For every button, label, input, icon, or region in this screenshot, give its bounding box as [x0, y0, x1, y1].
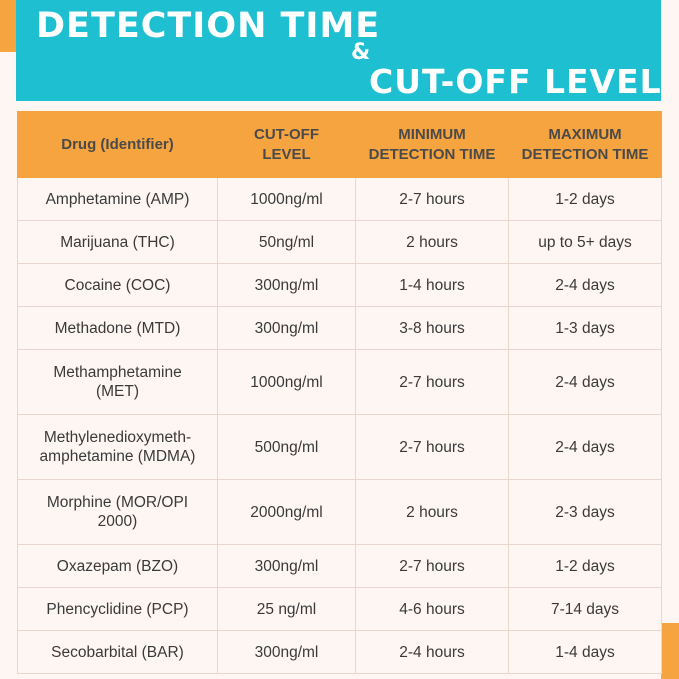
- min-time-cell: 2 hours: [355, 479, 509, 545]
- drug-name-line-2: amphetamine (MDMA): [39, 448, 196, 465]
- table-row: Methylenedioxymeth-amphetamine (MDMA) 50…: [17, 414, 662, 480]
- drug-name-line-1: Methamphetamine: [53, 364, 182, 381]
- cutoff-cell: 25 ng/ml: [217, 587, 356, 631]
- header-min-detection: MINIMUM DETECTION TIME: [355, 111, 509, 178]
- max-time-cell: 2-4 days: [508, 349, 662, 415]
- cutoff-cell: 50ng/ml: [217, 220, 356, 264]
- corner-accent-bottom-right: [661, 623, 679, 679]
- min-time-cell: 2-7 hours: [355, 177, 509, 221]
- drug-name: Phencyclidine (PCP): [46, 600, 189, 618]
- header-min-line-1: MINIMUM: [398, 125, 466, 143]
- header-drug-label: Drug (Identifier): [61, 135, 174, 153]
- drug-cell: Methamphetamine (MET): [17, 349, 218, 415]
- table-row: Amphetamine (AMP) 1000ng/ml 2-7 hours 1-…: [17, 177, 662, 221]
- title-ampersand: &: [351, 40, 371, 65]
- header-cutoff-line-1: CUT-OFF: [254, 125, 319, 143]
- title-banner: DETECTION TIME & CUT-OFF LEVEL: [16, 0, 661, 101]
- min-time-cell: 2-7 hours: [355, 349, 509, 415]
- cutoff-cell: 300ng/ml: [217, 306, 356, 350]
- drug-name-line-1: Morphine (MOR/OPI: [46, 494, 189, 511]
- min-time-cell: 4-6 hours: [355, 587, 509, 631]
- cutoff-cell: 1000ng/ml: [217, 177, 356, 221]
- cutoff-cell: 300ng/ml: [217, 544, 356, 588]
- drug-name-line-2: (MET): [95, 383, 140, 400]
- cutoff-cell: 1000ng/ml: [217, 349, 356, 415]
- corner-accent-top-left: [0, 0, 16, 52]
- drug-cell: Amphetamine (AMP): [17, 177, 218, 221]
- table-row: Secobarbital (BAR) 300ng/ml 2-4 hours 1-…: [17, 630, 662, 674]
- drug-cell: Phencyclidine (PCP): [17, 587, 218, 631]
- table-row: Methadone (MTD) 300ng/ml 3-8 hours 1-3 d…: [17, 306, 662, 350]
- detection-table: Drug (Identifier) CUT-OFF LEVEL MINIMUM DE…: [17, 111, 662, 674]
- header-max-detection: MAXIMUM DETECTION TIME: [508, 111, 662, 178]
- min-time-cell: 2-7 hours: [355, 544, 509, 588]
- drug-name: Cocaine (COC): [64, 276, 171, 294]
- title-line-1: DETECTION TIME: [36, 6, 381, 46]
- table-row: Marijuana (THC) 50ng/ml 2 hours up to 5+…: [17, 220, 662, 264]
- drug-cell: Methylenedioxymeth-amphetamine (MDMA): [17, 414, 218, 480]
- table-row: Morphine (MOR/OPI 2000) 2000ng/ml 2 hours…: [17, 479, 662, 545]
- header-drug: Drug (Identifier): [17, 111, 218, 178]
- drug-name-line-1: Methylenedioxymeth-: [43, 429, 192, 446]
- max-time-cell: 1-3 days: [508, 306, 662, 350]
- table-row: Cocaine (COC) 300ng/ml 1-4 hours 2-4 day…: [17, 263, 662, 307]
- max-time-cell: 2-4 days: [508, 263, 662, 307]
- header-max-line-2: DETECTION TIME: [521, 145, 649, 163]
- drug-cell: Cocaine (COC): [17, 263, 218, 307]
- min-time-cell: 3-8 hours: [355, 306, 509, 350]
- title-line-2: CUT-OFF LEVEL: [369, 62, 662, 101]
- drug-cell: Morphine (MOR/OPI 2000): [17, 479, 218, 545]
- table-row: Oxazepam (BZO) 300ng/ml 2-7 hours 1-2 da…: [17, 544, 662, 588]
- max-time-cell: 7-14 days: [508, 587, 662, 631]
- drug-name-line-2: 2000): [97, 513, 138, 530]
- min-time-cell: 2-4 hours: [355, 630, 509, 674]
- min-time-cell: 2 hours: [355, 220, 509, 264]
- header-cutoff: CUT-OFF LEVEL: [217, 111, 356, 178]
- max-time-cell: up to 5+ days: [508, 220, 662, 264]
- header-max-line-1: MAXIMUM: [548, 125, 622, 143]
- max-time-cell: 2-4 days: [508, 414, 662, 480]
- min-time-cell: 2-7 hours: [355, 414, 509, 480]
- drug-name: Oxazepam (BZO): [56, 557, 179, 575]
- max-time-cell: 2-3 days: [508, 479, 662, 545]
- min-time-cell: 1-4 hours: [355, 263, 509, 307]
- drug-name: Secobarbital (BAR): [51, 643, 184, 661]
- table-row: Phencyclidine (PCP) 25 ng/ml 4-6 hours 7…: [17, 587, 662, 631]
- drug-cell: Secobarbital (BAR): [17, 630, 218, 674]
- drug-name: Marijuana (THC): [60, 233, 175, 251]
- table-row: Methamphetamine (MET) 1000ng/ml 2-7 hours…: [17, 349, 662, 415]
- cutoff-cell: 300ng/ml: [217, 630, 356, 674]
- detection-table-container: Drug (Identifier) CUT-OFF LEVEL MINIMUM DE…: [17, 111, 662, 674]
- drug-cell: Methadone (MTD): [17, 306, 218, 350]
- drug-name: Amphetamine (AMP): [45, 190, 190, 208]
- drug-name: Methadone (MTD): [54, 319, 181, 337]
- cutoff-cell: 2000ng/ml: [217, 479, 356, 545]
- max-time-cell: 1-2 days: [508, 177, 662, 221]
- cutoff-cell: 300ng/ml: [217, 263, 356, 307]
- max-time-cell: 1-2 days: [508, 544, 662, 588]
- drug-cell: Marijuana (THC): [17, 220, 218, 264]
- max-time-cell: 1-4 days: [508, 630, 662, 674]
- header-cutoff-line-2: LEVEL: [262, 145, 311, 163]
- header-row: Drug (Identifier) CUT-OFF LEVEL MINIMUM DE…: [17, 111, 662, 178]
- cutoff-cell: 500ng/ml: [217, 414, 356, 480]
- header-min-line-2: DETECTION TIME: [368, 145, 496, 163]
- drug-cell: Oxazepam (BZO): [17, 544, 218, 588]
